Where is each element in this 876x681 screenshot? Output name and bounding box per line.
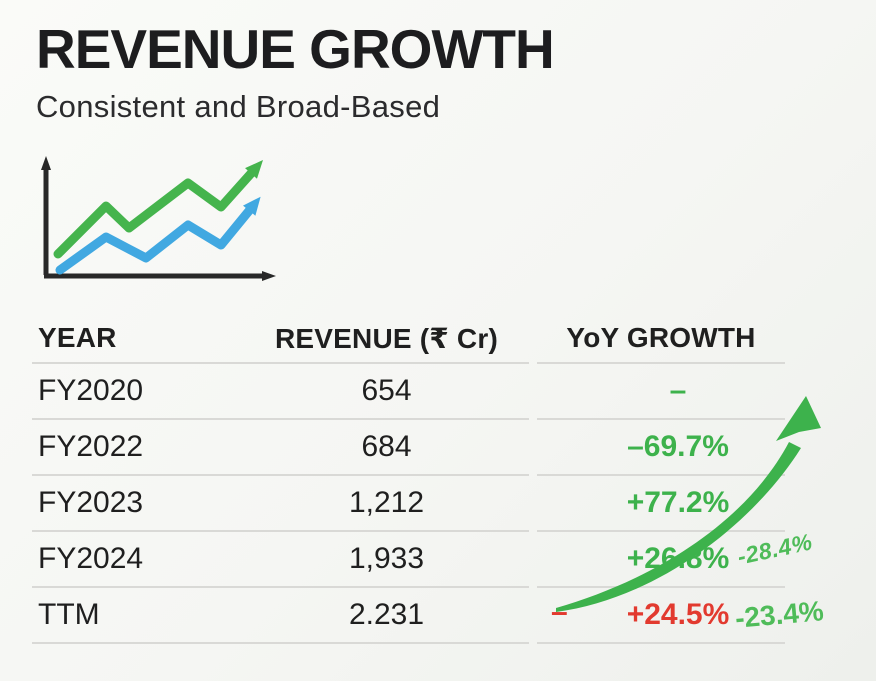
yoy-cell: +77.2% [626, 486, 730, 519]
table-row: FY2023 1,212 +77.2% [32, 476, 785, 532]
revenue-column-header: REVENUE (₹ Cr) [275, 322, 498, 354]
page-title: REVENUE GROWTH [36, 18, 555, 80]
yoy-column-header: YoY GROWTH [566, 322, 756, 353]
table-row: TTM 2.231 – +24.5% -23.4% [32, 588, 825, 644]
trend-lines-chart-icon [41, 156, 276, 281]
year-cell: TTM [38, 598, 100, 631]
table-row: FY2020 654 – [32, 364, 785, 420]
revenue-cell: 654 [361, 374, 412, 407]
yoy-cell: –69.7% [627, 430, 729, 463]
green-trend-line [53, 160, 264, 259]
revenue-cell: 2.231 [348, 598, 425, 631]
table-row: FY2024 1,933 +26.8% -28.4% [32, 528, 815, 588]
year-cell: FY2023 [38, 486, 144, 519]
page-subtitle: Consistent and Broad-Based [36, 89, 441, 124]
blue-trend-line [55, 196, 261, 275]
revenue-cell: 684 [361, 430, 412, 463]
revenue-cell: 1,212 [348, 486, 425, 519]
yoy-cell: +24.5% [626, 598, 730, 631]
revenue-table: YEAR REVENUE (₹ Cr) YoY GROWTH FY2020 65… [32, 314, 825, 644]
axes [41, 156, 276, 281]
table-header-row: YEAR REVENUE (₹ Cr) YoY GROWTH [32, 314, 785, 364]
header: REVENUE GROWTH Consistent and Broad-Base… [36, 18, 555, 125]
handwritten-correction: -23.4% [733, 595, 825, 634]
year-column-header: YEAR [38, 322, 117, 353]
year-cell: FY2020 [38, 374, 144, 407]
yoy-cell: +26.8% [626, 542, 730, 575]
year-cell: FY2024 [38, 542, 144, 575]
table-row: FY2022 684 –69.7% [32, 420, 785, 476]
revenue-cell: 1,933 [348, 542, 425, 575]
red-dash: – [551, 595, 568, 629]
year-cell: FY2022 [38, 430, 144, 463]
yoy-cell: – [669, 374, 687, 407]
handwritten-correction: -28.4% [735, 528, 815, 570]
